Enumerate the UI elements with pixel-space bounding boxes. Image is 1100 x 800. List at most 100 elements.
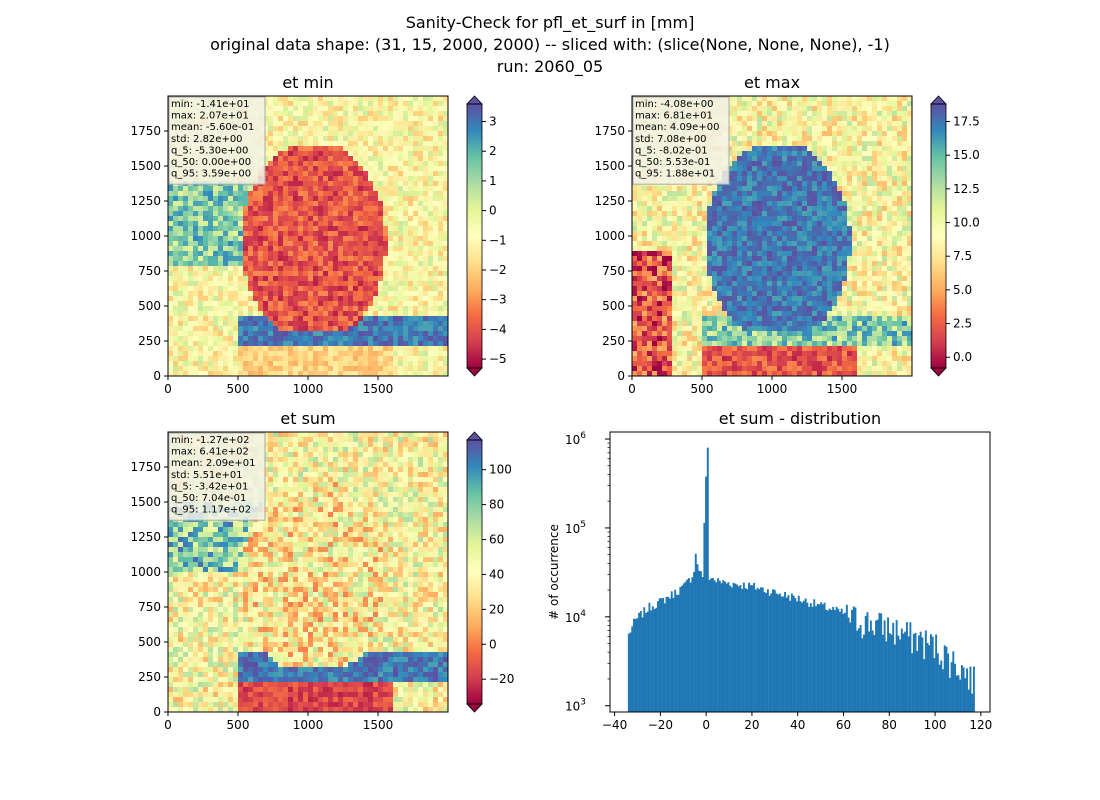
heatmap-cell <box>303 266 309 272</box>
heatmap-cell <box>423 346 429 352</box>
heatmap-cell <box>667 191 673 197</box>
heatmap-cell <box>747 351 753 357</box>
heatmap-cell <box>677 326 683 332</box>
heatmap-cell <box>767 151 773 157</box>
heatmap-cell <box>717 276 723 282</box>
heatmap-cell <box>283 306 289 312</box>
heatmap-cell <box>762 306 768 312</box>
heatmap-cell <box>742 226 748 232</box>
heatmap-cell <box>363 251 369 257</box>
heatmap-cell <box>677 356 683 362</box>
heatmap-cell <box>762 111 768 117</box>
heatmap-cell <box>383 281 389 287</box>
heatmap-cell <box>278 151 284 157</box>
heatmap-cell <box>168 286 174 292</box>
heatmap-cell <box>657 241 663 247</box>
heatmap-cell <box>348 171 354 177</box>
heatmap-cell <box>183 206 189 212</box>
heatmap-cell <box>433 281 439 287</box>
heatmap-cell <box>358 341 364 347</box>
heatmap-cell <box>243 216 249 222</box>
heatmap-cell <box>308 226 314 232</box>
heatmap-cell <box>722 321 728 327</box>
heatmap-cell <box>423 316 429 322</box>
heatmap-cell <box>418 186 424 192</box>
heatmap-cell <box>293 176 299 182</box>
heatmap-cell <box>168 301 174 307</box>
heatmap-cell <box>747 206 753 212</box>
heatmap-cell <box>273 121 279 127</box>
heatmap-cell <box>308 371 314 377</box>
heatmap-cell <box>248 206 254 212</box>
heatmap-cell <box>313 266 319 272</box>
heatmap-cell <box>408 156 414 162</box>
heatmap-cell <box>398 346 404 352</box>
heatmap-cell <box>303 371 309 377</box>
heatmap-cell <box>742 161 748 167</box>
heatmap-cell <box>368 356 374 362</box>
heatmap-cell <box>253 311 259 317</box>
heatmap-cell <box>363 121 369 127</box>
heatmap-cell <box>388 206 394 212</box>
heatmap-cell <box>672 306 678 312</box>
x-tick-label: 1000 <box>293 382 324 396</box>
heatmap-cell <box>388 221 394 227</box>
heatmap-cell <box>702 316 708 322</box>
heatmap-cell <box>787 181 793 187</box>
heatmap-cell <box>358 141 364 147</box>
heatmap-cell <box>762 231 768 237</box>
heatmap-cell <box>223 191 229 197</box>
heatmap-cell <box>188 321 194 327</box>
heatmap-cell <box>408 176 414 182</box>
heatmap-cell <box>398 116 404 122</box>
heatmap-cell <box>423 196 429 202</box>
heatmap-cell <box>727 161 733 167</box>
heatmap-cell <box>268 236 274 242</box>
heatmap-cell <box>732 171 738 177</box>
heatmap-cell <box>378 116 384 122</box>
heatmap-cell <box>393 196 399 202</box>
heatmap-cell <box>298 221 304 227</box>
heatmap-cell <box>712 371 718 377</box>
heatmap-cell <box>667 266 673 272</box>
heatmap-cell <box>757 326 763 332</box>
heatmap-cell <box>642 231 648 237</box>
heatmap-cell <box>348 306 354 312</box>
heatmap-cell <box>263 366 269 372</box>
heatmap-cell <box>682 286 688 292</box>
heatmap-cell <box>188 281 194 287</box>
heatmap-cell <box>278 236 284 242</box>
colorbar-tick-label: −3 <box>489 293 507 307</box>
heatmap-cell <box>368 111 374 117</box>
heatmap-cell <box>198 306 204 312</box>
heatmap-cell <box>343 276 349 282</box>
heatmap-cell <box>348 151 354 157</box>
heatmap-cell <box>308 241 314 247</box>
heatmap-cell <box>343 341 349 347</box>
heatmap-cell <box>388 341 394 347</box>
heatmap-cell <box>273 336 279 342</box>
heatmap-cell <box>652 246 658 252</box>
heatmap-cell <box>363 141 369 147</box>
heatmap-cell <box>353 106 359 112</box>
heatmap-cell <box>273 101 279 107</box>
heatmap-cell <box>368 371 374 377</box>
heatmap-cell <box>263 181 269 187</box>
heatmap-cell <box>373 161 379 167</box>
heatmap-cell <box>632 331 638 337</box>
heatmap-cell <box>218 266 224 272</box>
heatmap-cell <box>652 226 658 232</box>
heatmap-cell <box>228 271 234 277</box>
heatmap-cell <box>313 221 319 227</box>
heatmap-cell <box>423 361 429 367</box>
heatmap-cell <box>712 236 718 242</box>
heatmap-cell <box>378 296 384 302</box>
heatmap-cell <box>413 336 419 342</box>
heatmap-cell <box>772 201 778 207</box>
heatmap-cell <box>398 101 404 107</box>
heatmap-cell <box>443 111 449 117</box>
heatmap-cell <box>398 341 404 347</box>
heatmap-cell <box>318 261 324 267</box>
heatmap-cell <box>408 276 414 282</box>
heatmap-cell <box>338 166 344 172</box>
